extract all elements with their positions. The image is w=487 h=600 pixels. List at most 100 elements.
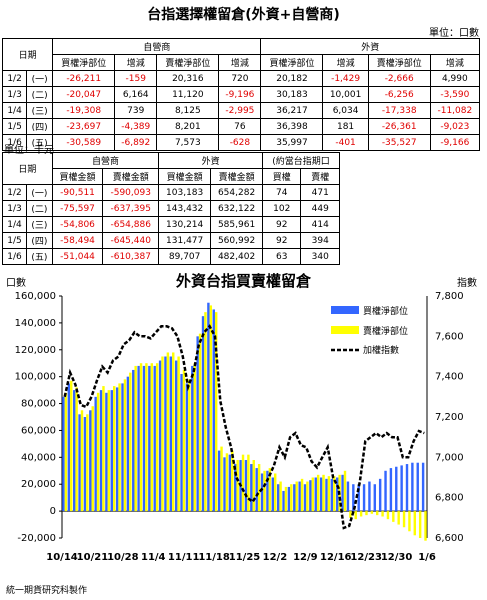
y-axis-label-right: 指數 [457,276,477,289]
bar-call [201,316,205,512]
x-tick-label: 10/21 [77,552,109,563]
bar-put [241,454,245,512]
value-cell: 7,573 [156,134,220,151]
bar-call [94,396,97,512]
bar-put [236,460,239,512]
bar-put [327,476,331,512]
bar-put [268,468,272,512]
bar-put [172,352,175,512]
bar-call [325,478,328,512]
bar-call [99,390,103,512]
bar-call [384,470,387,512]
date-cell: 1/6 [1,134,28,151]
bar-put [123,379,127,512]
value-cell: -2,666 [367,70,431,87]
table-row: 1/3 (二) -20,047 6,164 11,120 -9,196 30,183 10,0… [1,86,481,103]
col-header: 增減 [322,54,369,71]
value-cell: -610,387 [102,248,160,265]
value-cell: 181 [322,118,369,135]
bar-call [330,478,334,512]
weekday-cell: (四) [25,232,53,249]
value-cell: 11,120 [156,86,220,103]
legend-label-index: 加權指數 [363,344,399,356]
bar-call [298,481,301,512]
value-cell: 585,961 [210,216,264,233]
bar-put [300,478,304,512]
x-tick-label: 1/6 [418,552,436,563]
value-cell: -90,511 [51,184,104,201]
value-cell: 10,001 [322,86,369,103]
table-row: 1/2 (一) -26,211 -159 20,316 720 20,182 -1,429 -2… [1,70,481,87]
value-cell: 482,402 [210,248,264,265]
x-tick-label: 12/2 [263,552,288,563]
bar-put [295,481,298,512]
legend-swatch-call [331,306,359,314]
bar-call [137,365,140,512]
bar-call [341,474,344,512]
line-index [63,324,425,530]
bar-call [276,484,280,512]
value-cell: 20,182 [260,70,324,87]
bar-call [346,481,350,512]
group-equiv: (約當台指期口 [262,152,340,169]
chart-area: 外資台指買賣權留倉 口數 指數 160,000 140,000 120,000 100,00… [0,268,487,588]
y-tick-label-right: 7,000 [435,452,464,463]
bar-call [212,309,215,512]
bar-put [381,511,384,517]
bar-call [373,484,377,512]
value-cell: -19,308 [52,102,116,119]
value-cell: -75,597 [51,200,104,217]
x-tick-label: 11/4 [141,552,166,563]
value-cell: -54,806 [51,216,104,233]
col-header: 買權淨部位 [260,54,324,71]
value-cell: 8,125 [156,102,220,119]
date-cell: 1/4 [1,102,28,119]
table-row: 1/4 (三) -54,806 -654,886 130,214 585,961 92 414 [2,216,340,233]
bar-call [309,480,312,512]
weekday-cell: (二) [26,86,54,103]
weekday-cell: (三) [26,102,54,119]
value-cell: -159 [114,70,158,87]
value-cell: 6,164 [114,86,158,103]
bar-put [91,406,94,512]
value-cell: 92 [262,232,302,249]
bar-call [110,390,113,512]
bar-call [389,468,393,512]
bar-call [196,336,199,512]
value-cell: 449 [300,200,340,217]
value-cell: -20,047 [52,86,116,103]
value-cell: -51,044 [51,248,104,265]
bar-put [359,511,363,517]
y-tick-label-left: 60,000 [21,425,56,436]
value-cell: 8,201 [156,118,220,135]
value-cell: 340 [300,248,340,265]
bar-put [129,372,132,512]
col-header: 買權 [262,168,302,185]
bar-call [158,360,162,512]
value-cell: 654,282 [210,184,264,201]
y-tick-label-left: 120,000 [15,345,56,356]
bar-put [193,363,196,512]
value-cell: -6,256 [367,86,431,103]
value-cell: 36,398 [260,118,324,135]
bar-put [209,305,213,512]
bar-put [402,511,406,528]
bar-call [368,481,371,512]
x-tick-label: 12/23 [350,552,382,563]
table-row: 1/6 (五) -51,044 -610,387 89,707 482,402 63 340 [2,248,340,265]
legend-label-call: 買權淨部位 [363,305,408,317]
value-cell: 74 [262,184,302,201]
amount-table: 日期 自營商 外資 (約當台指期口 買權金額 賣權金額 買權金額 賣權金額 買權 賣權 1… [2,152,340,265]
bar-put [145,363,148,512]
y-tick-label-left: 0 [50,506,56,517]
bar-call [153,365,156,512]
date-cell: 1/3 [1,86,28,103]
bar-put [376,511,379,516]
date-cell: 1/3 [2,200,27,217]
col-header: 增減 [114,54,158,71]
bar-call [293,484,296,512]
value-cell: -30,589 [52,134,116,151]
y-tick-label-right: 7,400 [435,372,464,383]
chart-svg: 外資台指買賣權留倉 口數 指數 160,000 140,000 120,000 100,00… [6,272,477,563]
bar-put [322,474,325,512]
